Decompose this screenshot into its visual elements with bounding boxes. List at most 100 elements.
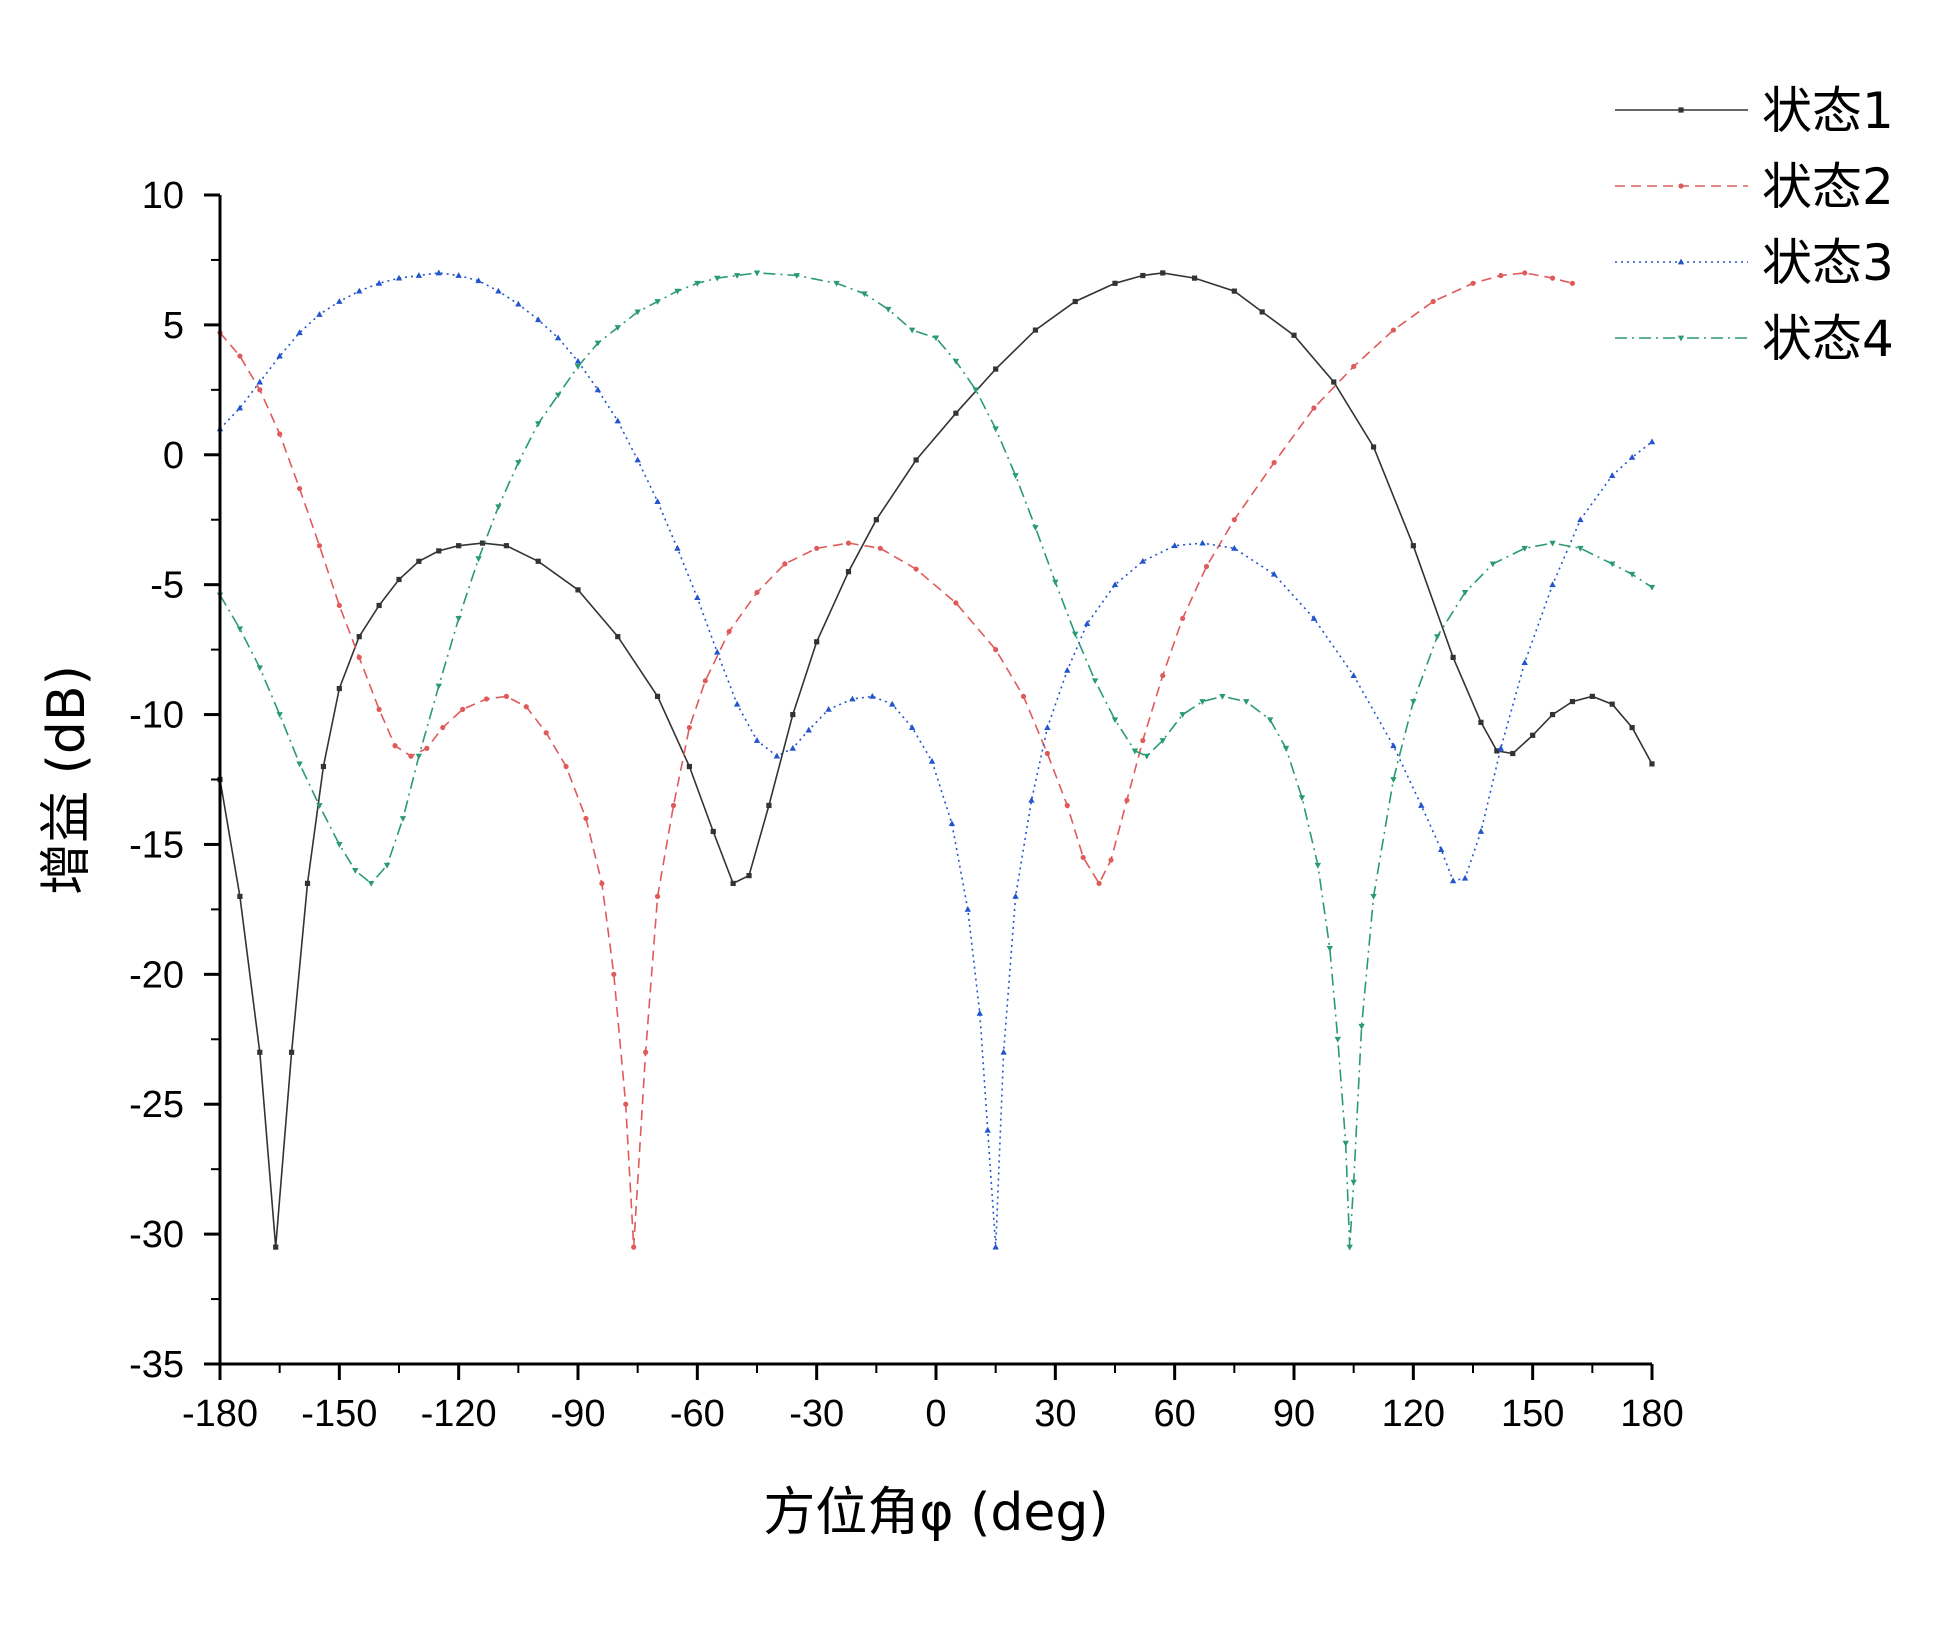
data-point (953, 410, 959, 416)
data-point (710, 828, 716, 835)
data-point (1044, 724, 1051, 730)
data-point (455, 616, 462, 622)
data-point (396, 576, 402, 583)
data-point (1497, 744, 1505, 751)
x-tick-label: 180 (1620, 1393, 1683, 1435)
series-line (219, 272, 1653, 1248)
data-point (1143, 753, 1151, 760)
data-point (503, 693, 509, 699)
series-line (219, 272, 1653, 1248)
y-tick-label: -5 (150, 565, 184, 607)
data-point (1270, 570, 1278, 577)
data-point (535, 316, 542, 323)
data-point (1219, 693, 1226, 700)
x-tick-label: 0 (925, 1393, 946, 1435)
data-point (475, 277, 482, 284)
data-point (1450, 654, 1456, 661)
data-point (599, 880, 605, 887)
data-point (869, 692, 876, 699)
data-point (304, 880, 311, 887)
data-point (356, 654, 362, 661)
data-point (1231, 517, 1237, 523)
data-point (1549, 275, 1556, 281)
data-point (614, 325, 621, 331)
data-point (766, 802, 772, 809)
data-point (289, 1049, 295, 1055)
data-point (236, 404, 244, 411)
data-point (1434, 634, 1441, 641)
data-point (1530, 732, 1536, 738)
y-tick-label: -25 (129, 1084, 184, 1126)
data-point (877, 545, 883, 551)
data-point (1096, 880, 1102, 887)
data-point (1282, 745, 1290, 752)
data-point (654, 299, 661, 305)
data-point (623, 1101, 629, 1107)
data-point (805, 726, 812, 733)
x-tick-label: -90 (551, 1393, 606, 1435)
data-point (1549, 581, 1556, 588)
data-point (1494, 748, 1500, 754)
data-point (1437, 846, 1445, 853)
data-point (1064, 666, 1071, 673)
data-point (1470, 280, 1476, 286)
data-point (1609, 561, 1616, 568)
data-point (316, 543, 323, 549)
data-point (1477, 828, 1485, 834)
data-point (1549, 711, 1556, 718)
data-point (483, 696, 490, 702)
data-point (964, 905, 972, 912)
data-point (1180, 615, 1186, 622)
legend-marker (1677, 335, 1685, 342)
data-point (574, 357, 582, 364)
y-axis-title: 增益 (dB) (37, 665, 97, 895)
data-point (376, 602, 382, 609)
y-tick-label: -35 (129, 1344, 184, 1386)
x-tick-label: 120 (1382, 1393, 1445, 1435)
data-point (814, 545, 820, 551)
data-point (611, 971, 617, 977)
data-point (523, 704, 529, 710)
data-point (1358, 1023, 1365, 1030)
data-point (1028, 796, 1035, 803)
data-point (436, 548, 442, 554)
data-point (236, 626, 244, 633)
data-point (256, 665, 263, 672)
data-point (1350, 672, 1357, 678)
data-point (1489, 561, 1497, 568)
data-point (984, 1126, 991, 1133)
data-point (424, 745, 430, 751)
data-point (276, 352, 283, 359)
data-point (885, 306, 892, 313)
data-point (1032, 525, 1039, 531)
data-point (336, 298, 343, 304)
data-point (1628, 453, 1636, 460)
data-point (1342, 1140, 1349, 1147)
data-point (316, 311, 323, 317)
data-point (435, 683, 442, 690)
data-point (1331, 379, 1337, 385)
y-tick-label: 0 (163, 435, 184, 477)
data-point (1648, 438, 1656, 445)
data-point (972, 387, 979, 394)
data-point (594, 340, 602, 347)
data-point (754, 589, 760, 596)
data-point (475, 556, 482, 563)
data-point (277, 431, 283, 437)
series-4 (216, 270, 1656, 1251)
data-point (1498, 272, 1504, 279)
data-point (670, 802, 677, 809)
x-tick-label: 150 (1501, 1393, 1564, 1435)
data-point (399, 816, 407, 822)
x-tick-label: 90 (1273, 1393, 1315, 1435)
data-point (1032, 327, 1039, 333)
data-point (1000, 1048, 1007, 1055)
data-point (415, 753, 423, 760)
data-point (993, 366, 999, 372)
data-point (1549, 540, 1556, 547)
data-point (889, 700, 896, 707)
data-point (296, 329, 303, 336)
x-tick-label: -180 (182, 1393, 258, 1435)
data-point (631, 1244, 637, 1250)
data-point (1390, 742, 1397, 749)
